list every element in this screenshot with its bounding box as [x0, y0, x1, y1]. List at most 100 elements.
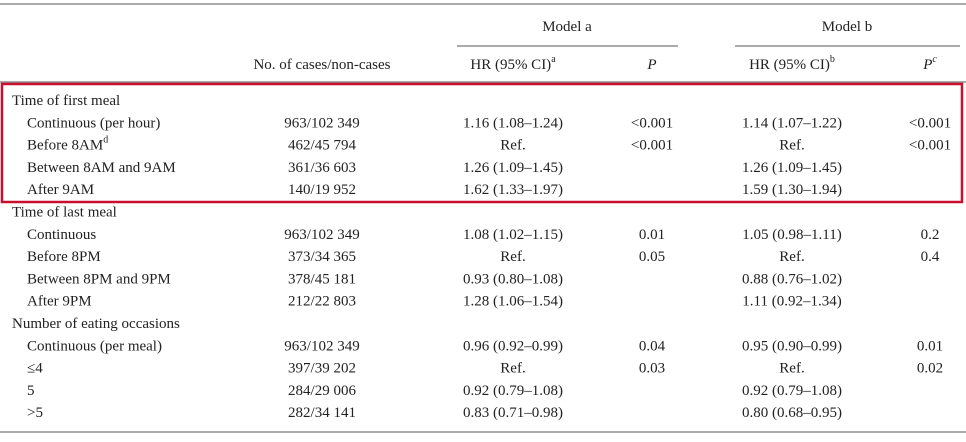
- cell-text: 0.92 (0.79–1.08): [463, 383, 563, 399]
- column-header: Pc: [922, 54, 937, 73]
- superscript: d: [103, 135, 108, 146]
- column-header: HR (95% CI)a: [470, 54, 556, 73]
- superscript: b: [830, 54, 835, 65]
- cell-text: 1.11 (0.92–1.34): [742, 294, 841, 310]
- cell-text: 963/102 349: [284, 227, 359, 243]
- cell: 1.62 (1.33–1.97): [463, 183, 563, 199]
- row-label: Continuous (per hour): [27, 116, 160, 132]
- row-label: After 9AM: [27, 183, 94, 199]
- cell: 1.28 (1.06–1.54): [463, 294, 563, 310]
- cell: 0.92 (0.79–1.08): [463, 383, 563, 399]
- cell: 1.11 (0.92–1.34): [742, 294, 841, 310]
- cell: 1.14 (1.07–1.22): [742, 116, 842, 132]
- cell: 963/102 349: [284, 116, 359, 132]
- cell: 963/102 349: [284, 227, 359, 243]
- cell-text: 0.88 (0.76–1.02): [742, 272, 842, 288]
- row-label: After 9PM: [27, 294, 92, 310]
- cell: <0.001: [909, 116, 951, 132]
- cell: 0.83 (0.71–0.98): [463, 406, 563, 422]
- superscript: a: [551, 54, 556, 65]
- cell-text: 0.80 (0.68–0.95): [742, 406, 842, 422]
- cell-text: 1.05 (0.98–1.11): [742, 227, 841, 243]
- column-header: No. of cases/non-cases: [253, 57, 390, 73]
- cell-text: 378/45 181: [288, 272, 356, 288]
- cell: 284/29 006: [288, 383, 356, 399]
- cell-text: 1.59 (1.30–1.94): [742, 183, 842, 199]
- cell-text: 0.03: [639, 361, 665, 377]
- cell-text: 1.14 (1.07–1.22): [742, 116, 842, 132]
- cell: 0.05: [639, 250, 665, 266]
- cell-text: 462/45 794: [288, 138, 356, 154]
- cell: 0.93 (0.80–1.08): [463, 272, 563, 288]
- cell-text: 140/19 952: [288, 183, 356, 199]
- cell: 0.92 (0.79–1.08): [742, 383, 842, 399]
- column-header-text: No. of cases/non-cases: [253, 57, 390, 73]
- row-label-text: Before 8AM: [27, 138, 103, 154]
- cell: 0.88 (0.76–1.02): [742, 272, 842, 288]
- cell-text: 1.08 (1.02–1.15): [463, 227, 563, 243]
- cell-text: 0.93 (0.80–1.08): [463, 272, 563, 288]
- cell: 0.96 (0.92–0.99): [463, 339, 563, 355]
- section-label: Time of first meal: [12, 93, 120, 109]
- cell-text: 397/39 202: [288, 361, 356, 377]
- row-label-text: Continuous: [27, 227, 96, 243]
- group-header: Model b: [822, 19, 872, 35]
- section-label-text: Time of last meal: [12, 205, 117, 221]
- row-label-text: Between 8AM and 9AM: [27, 160, 176, 176]
- cell-text: 0.05: [639, 250, 665, 266]
- cell-text: 284/29 006: [288, 383, 356, 399]
- row-label-text: Continuous (per hour): [27, 116, 160, 132]
- cell-text: Ref.: [779, 361, 804, 377]
- column-header-text: HR (95% CI): [749, 57, 830, 73]
- cell: 378/45 181: [288, 272, 356, 288]
- cell-text: 0.01: [639, 227, 665, 243]
- cell-text: Ref.: [500, 138, 525, 154]
- row-label: >5: [27, 406, 43, 422]
- superscript: c: [932, 54, 937, 65]
- cell: Ref.: [500, 138, 525, 154]
- cell-text: <0.001: [909, 116, 951, 132]
- cell-text: 963/102 349: [284, 116, 359, 132]
- cell: 0.95 (0.90–0.99): [742, 339, 842, 355]
- cell-text: 0.02: [917, 361, 943, 377]
- cell-text: 0.01: [917, 339, 943, 355]
- column-header-text: HR (95% CI): [470, 57, 551, 73]
- cell: <0.001: [909, 138, 951, 154]
- row-label-text: 5: [27, 383, 35, 399]
- section-label: Number of eating occasions: [12, 316, 180, 332]
- cell: Ref.: [779, 138, 804, 154]
- cell-text: 1.62 (1.33–1.97): [463, 183, 563, 199]
- cell: 140/19 952: [288, 183, 356, 199]
- column-header-text: P: [922, 57, 932, 73]
- cell: 282/34 141: [288, 406, 356, 422]
- row-label: Before 8PM: [27, 250, 101, 266]
- group-header: Model a: [542, 19, 592, 35]
- column-header: HR (95% CI)b: [749, 54, 835, 73]
- cell-text: 1.28 (1.06–1.54): [463, 294, 563, 310]
- cell: 462/45 794: [288, 138, 356, 154]
- row-label: 5: [27, 383, 35, 399]
- cell: <0.001: [631, 116, 673, 132]
- cell-text: 0.04: [639, 339, 666, 355]
- cell-text: <0.001: [631, 116, 673, 132]
- cell: 1.05 (0.98–1.11): [742, 227, 841, 243]
- cell: Ref.: [779, 250, 804, 266]
- cell: Ref.: [500, 250, 525, 266]
- cell-text: 1.26 (1.09–1.45): [742, 160, 842, 176]
- cell-text: 0.2: [921, 227, 940, 243]
- row-label-text: ≤4: [27, 361, 43, 377]
- row-label: Before 8AMd: [27, 135, 108, 154]
- row-label: Continuous: [27, 227, 96, 243]
- cell: Ref.: [500, 361, 525, 377]
- row-label: Between 8AM and 9AM: [27, 160, 176, 176]
- cell: 373/34 365: [288, 250, 356, 266]
- cell-text: 1.26 (1.09–1.45): [463, 160, 563, 176]
- cell-text: 212/22 803: [288, 294, 356, 310]
- cell-text: Ref.: [779, 250, 804, 266]
- row-label-text: After 9AM: [27, 183, 94, 199]
- row-label: Continuous (per meal): [27, 339, 162, 355]
- cell: 0.03: [639, 361, 665, 377]
- cell-text: Ref.: [779, 138, 804, 154]
- row-label-text: >5: [27, 406, 43, 422]
- section-label-text: Number of eating occasions: [12, 316, 180, 332]
